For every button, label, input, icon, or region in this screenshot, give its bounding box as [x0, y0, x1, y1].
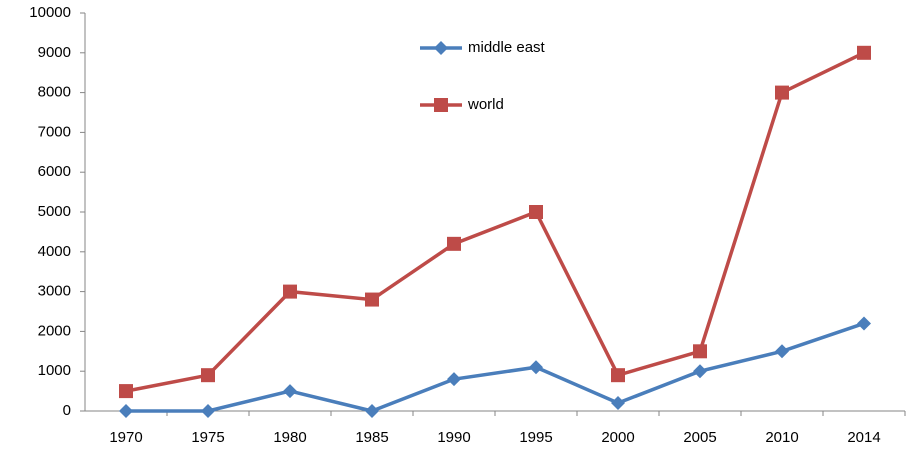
- x-tick-label: 2000: [601, 429, 634, 446]
- series-line: [126, 321, 865, 413]
- marker: [201, 368, 215, 383]
- marker: [775, 85, 789, 100]
- y-tick-label: 3000: [38, 283, 71, 300]
- marker: [857, 45, 871, 60]
- x-tick-label: 2010: [765, 429, 798, 446]
- marker: [283, 384, 297, 399]
- y-tick-label: 6000: [38, 163, 71, 180]
- marker: [447, 236, 461, 251]
- legend-label: world: [467, 96, 504, 113]
- marker: [434, 98, 448, 112]
- y-tick-label: 0: [63, 402, 71, 419]
- marker: [365, 292, 379, 307]
- marker: [693, 364, 707, 379]
- y-tick-label: 5000: [38, 203, 71, 220]
- marker: [447, 372, 461, 387]
- marker: [775, 344, 789, 359]
- y-tick-label: 1000: [38, 362, 71, 379]
- x-tick-label: 1990: [437, 429, 470, 446]
- marker: [611, 396, 625, 411]
- marker: [119, 384, 133, 399]
- marker: [693, 344, 707, 359]
- marker: [434, 41, 448, 55]
- y-tick-label: 8000: [38, 84, 71, 101]
- marker: [529, 360, 543, 375]
- marker: [857, 316, 871, 331]
- y-tick-label: 7000: [38, 123, 71, 140]
- y-tick-label: 9000: [38, 44, 71, 61]
- marker: [365, 404, 379, 418]
- x-tick-label: 1985: [355, 429, 388, 446]
- y-tick-label: 4000: [38, 243, 71, 260]
- marker: [611, 368, 625, 383]
- marker: [119, 404, 133, 418]
- x-tick-label: 2014: [847, 429, 880, 446]
- y-tick-label: 10000: [29, 4, 71, 21]
- x-tick-label: 1970: [109, 429, 142, 446]
- series-line: [125, 51, 865, 393]
- legend-label: middle east: [468, 39, 546, 56]
- x-tick-label: 1980: [273, 429, 306, 446]
- y-tick-label: 2000: [38, 322, 71, 339]
- marker: [529, 205, 543, 219]
- x-tick-label: 1975: [191, 429, 224, 446]
- x-tick-label: 1995: [519, 429, 552, 446]
- x-tick-label: 2005: [683, 429, 716, 446]
- marker: [283, 284, 297, 299]
- marker: [201, 404, 215, 418]
